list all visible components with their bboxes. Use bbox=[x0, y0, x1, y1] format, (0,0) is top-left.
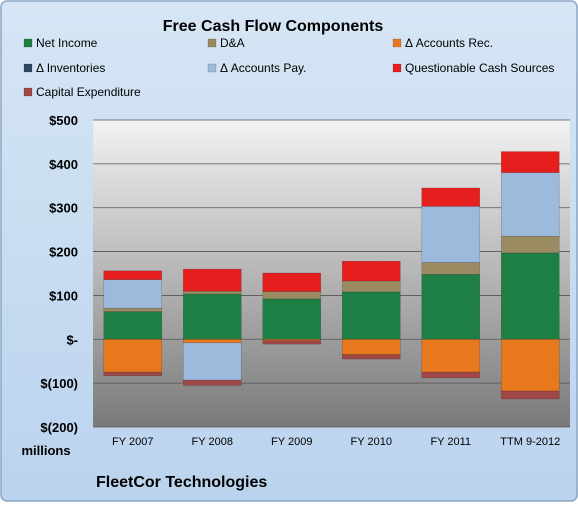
legend-label: Net Income bbox=[36, 36, 98, 50]
bar-segment bbox=[421, 187, 481, 207]
bar-segment bbox=[341, 260, 401, 282]
bar-segment bbox=[262, 340, 322, 345]
y-tick-label: $(100) bbox=[40, 376, 78, 391]
y-tick-label: $(200) bbox=[40, 420, 78, 435]
bar-segment bbox=[262, 338, 322, 341]
bar-segment bbox=[341, 338, 401, 355]
x-tick-label: FY 2007 bbox=[112, 436, 153, 448]
bar-segment bbox=[421, 371, 481, 379]
bar-segment bbox=[341, 354, 401, 360]
legend-swatch bbox=[23, 63, 33, 73]
gridlines bbox=[93, 119, 570, 428]
bar-segment bbox=[500, 151, 560, 173]
bar-segment bbox=[182, 268, 242, 292]
bar-segment bbox=[421, 262, 481, 275]
bar-segment bbox=[103, 311, 163, 340]
y-tick-label: $- bbox=[66, 332, 78, 347]
legend-label: Questionable Cash Sources bbox=[405, 61, 554, 75]
bar-segment bbox=[182, 342, 242, 381]
bars bbox=[103, 151, 560, 400]
legend-swatch bbox=[207, 38, 217, 48]
legend-label: Δ Accounts Pay. bbox=[220, 61, 307, 75]
legend: Net Income D&A Δ Accounts Rec. Δ Inventorie… bbox=[23, 36, 554, 99]
bar-segment bbox=[103, 307, 163, 312]
legend-swatch bbox=[23, 87, 33, 97]
bar-segment bbox=[182, 293, 242, 340]
y-tick-label: $200 bbox=[49, 245, 78, 260]
bar-segment bbox=[103, 338, 163, 373]
bar-segment bbox=[341, 291, 401, 340]
legend-swatch bbox=[23, 38, 33, 48]
bar-segment bbox=[262, 298, 322, 340]
bar-segment bbox=[182, 290, 242, 295]
y-tick-labels: $500 $400 $300 $200 $100 $- $(100) $(200) bbox=[40, 113, 78, 435]
bar-segment bbox=[103, 270, 163, 280]
y-tick-label: $100 bbox=[49, 288, 78, 303]
legend-label: D&A bbox=[220, 36, 245, 50]
legend-swatch bbox=[207, 63, 217, 73]
legend-label: Capital Expenditure bbox=[36, 85, 141, 99]
bar-segment bbox=[421, 274, 481, 340]
bar-segment bbox=[262, 291, 322, 300]
chart-title: Free Cash Flow Components bbox=[163, 18, 384, 35]
footer-company: FleetCor Technologies bbox=[96, 474, 267, 491]
bar-segment bbox=[182, 379, 242, 386]
bar-segment bbox=[500, 172, 560, 237]
x-tick-label: FY 2011 bbox=[430, 436, 471, 448]
bar-segment bbox=[421, 338, 481, 373]
y-tick-label: $500 bbox=[49, 113, 78, 128]
bar-segment bbox=[262, 272, 322, 292]
x-tick-label: FY 2008 bbox=[192, 436, 233, 448]
bar-segment bbox=[500, 338, 560, 392]
bar-segment bbox=[500, 235, 560, 254]
legend-swatch bbox=[392, 38, 402, 48]
y-tick-label: $400 bbox=[49, 157, 78, 172]
legend-label: Δ Inventories bbox=[36, 61, 105, 75]
bar-segment bbox=[500, 390, 560, 400]
legend-label: Δ Accounts Rec. bbox=[405, 36, 493, 50]
bar-segment bbox=[103, 279, 163, 309]
y-tick-label: $300 bbox=[49, 201, 78, 216]
unit-label: millions bbox=[21, 443, 70, 458]
x-tick-label: TTM 9-2012 bbox=[500, 436, 560, 448]
bar-segment bbox=[421, 206, 481, 263]
bar-segment bbox=[182, 338, 242, 344]
x-tick-label: FY 2010 bbox=[351, 436, 392, 448]
x-tick-labels: FY 2007 FY 2008 FY 2009 FY 2010 FY 2011 TTM 9… bbox=[112, 436, 560, 448]
x-tick-label: FY 2009 bbox=[271, 436, 312, 448]
bar-segment bbox=[341, 280, 401, 293]
plot-area bbox=[93, 120, 570, 427]
bar-segment bbox=[500, 252, 560, 340]
bar-segment bbox=[103, 371, 163, 376]
legend-swatch bbox=[392, 63, 402, 73]
